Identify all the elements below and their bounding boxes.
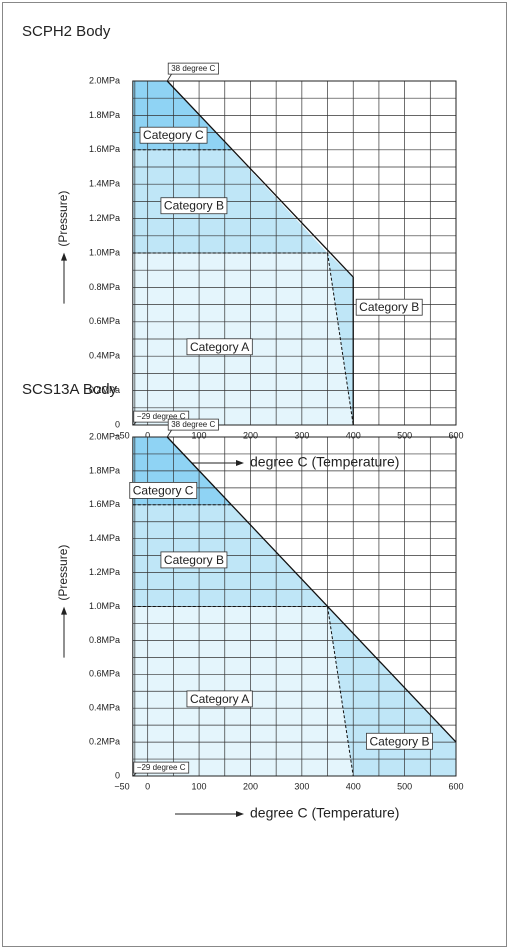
label-box <box>139 126 208 144</box>
y-tick-label: 0.4MPa <box>89 703 120 713</box>
y-tick-label: 1.6MPa <box>89 499 120 509</box>
y-tick-label: 0 <box>115 770 120 780</box>
y-tick-label: 0.8MPa <box>89 635 120 645</box>
arrow-head <box>61 606 67 615</box>
label: Category B <box>164 553 224 567</box>
label-box <box>160 197 228 215</box>
x-tick-label: 600 <box>448 430 463 440</box>
label-box <box>186 338 253 356</box>
x-tick-label: 600 <box>448 781 463 791</box>
boundary-line <box>166 436 457 743</box>
label-box <box>355 298 423 316</box>
label: Category A <box>190 340 249 354</box>
label: Category B <box>359 300 419 314</box>
x-tick-label: 500 <box>397 430 412 440</box>
x-tick-label: 200 <box>243 430 258 440</box>
x-tick-label: 300 <box>294 430 309 440</box>
label-box <box>186 690 253 708</box>
label: Category B <box>369 734 429 748</box>
y-tick-label: 1.2MPa <box>89 213 120 223</box>
label-box <box>167 62 219 75</box>
y-tick-label: 0 <box>115 419 120 429</box>
y-tick-label: 0.6MPa <box>89 316 120 326</box>
label: 38 degree C <box>171 420 215 429</box>
arrow-head <box>236 811 244 817</box>
x-tick-label: 0 <box>145 781 150 791</box>
x-tick-label: 200 <box>243 781 258 791</box>
label-box <box>366 732 433 750</box>
y-tick-label: 1.4MPa <box>89 179 120 189</box>
y-tick-label: 0.4MPa <box>89 351 120 361</box>
label: Category C <box>133 483 194 497</box>
x-axis-title: degree C (Temperature) <box>250 454 399 470</box>
y-tick-label: 0.2MPa <box>89 736 120 746</box>
arrow-head <box>236 460 244 466</box>
label: Category B <box>164 199 224 213</box>
label-box <box>133 410 190 423</box>
y-tick-label: 1.4MPa <box>89 533 120 543</box>
y-tick-label: 1.8MPa <box>89 110 120 120</box>
boundary-line <box>327 606 354 777</box>
label-box <box>167 418 219 431</box>
x-tick-label: −50 <box>114 430 129 440</box>
boundary-line <box>166 80 354 425</box>
x-axis-title: degree C (Temperature) <box>250 805 399 821</box>
x-tick-label: 500 <box>397 781 412 791</box>
label: 38 degree C <box>171 64 215 73</box>
y-tick-label: 1.6MPa <box>89 144 120 154</box>
label: −29 degree C <box>137 763 186 772</box>
y-axis-title: (Pressure) <box>56 545 70 601</box>
x-tick-label: 0 <box>145 430 150 440</box>
y-tick-label: 1.0MPa <box>89 601 120 611</box>
x-tick-label: 400 <box>346 781 361 791</box>
x-tick-label: −50 <box>114 781 129 791</box>
y-tick-label: 1.8MPa <box>89 465 120 475</box>
label-box <box>160 551 228 569</box>
y-axis-title: (Pressure) <box>56 191 70 247</box>
chart-title: SCS13A Body <box>22 381 118 398</box>
y-tick-label: 1.2MPa <box>89 567 120 577</box>
y-tick-label: 1.0MPa <box>89 247 120 257</box>
y-tick-label: 2.0MPa <box>89 75 120 85</box>
x-tick-label: 100 <box>192 430 207 440</box>
boundary-line <box>327 252 354 426</box>
x-tick-label: 300 <box>294 781 309 791</box>
y-tick-label: 0.2MPa <box>89 385 120 395</box>
y-tick-label: 2.0MPa <box>89 431 120 441</box>
y-tick-label: 0.6MPa <box>89 669 120 679</box>
label: Category C <box>143 128 204 142</box>
label-box <box>129 482 198 499</box>
chart-title: SCPH2 Body <box>22 23 111 40</box>
x-tick-label: 400 <box>346 430 361 440</box>
label: Category A <box>190 692 249 706</box>
x-tick-label: 100 <box>192 781 207 791</box>
label: −29 degree C <box>137 412 186 421</box>
y-tick-label: 0.8MPa <box>89 282 120 292</box>
label-box <box>133 761 190 774</box>
arrow-head <box>61 252 67 261</box>
